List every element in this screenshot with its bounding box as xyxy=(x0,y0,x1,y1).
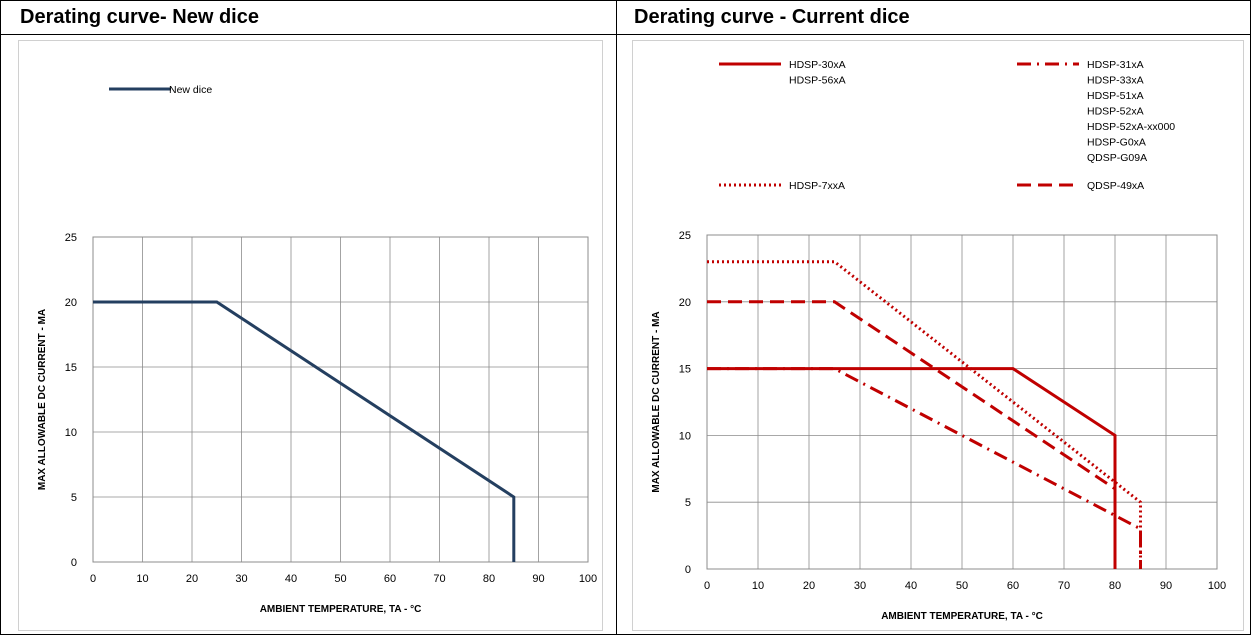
x-tick-label: 50 xyxy=(334,573,346,585)
series-line-qdsp-49xa xyxy=(707,300,1117,569)
legend-label: HDSP-G0xA xyxy=(1087,137,1146,149)
legend-label: HDSP-30xA xyxy=(789,59,846,71)
y-tick-label: 0 xyxy=(71,557,77,569)
x-tick-label: 40 xyxy=(905,580,917,592)
y-tick-label: 10 xyxy=(679,430,691,442)
x-tick-label: 100 xyxy=(579,573,597,585)
legend-label: HDSP-56xA xyxy=(789,75,846,87)
x-tick-label: 90 xyxy=(532,573,544,585)
x-tick-label: 100 xyxy=(1208,580,1226,592)
x-tick-label: 90 xyxy=(1160,580,1172,592)
legend-label: New dice xyxy=(169,84,212,96)
legend-label: HDSP-7xxA xyxy=(789,180,845,192)
x-tick-label: 10 xyxy=(136,573,148,585)
y-tick-label: 5 xyxy=(685,497,691,509)
x-tick-label: 10 xyxy=(752,580,764,592)
x-tick-label: 20 xyxy=(186,573,198,585)
y-tick-label: 15 xyxy=(679,364,691,376)
x-tick-label: 60 xyxy=(384,573,396,585)
y-tick-label: 25 xyxy=(679,230,691,242)
y-tick-label: 20 xyxy=(65,297,77,309)
x-tick-label: 50 xyxy=(956,580,968,592)
y-tick-label: 15 xyxy=(65,362,77,374)
header-row xyxy=(0,0,1251,35)
x-axis-title: AMBIENT TEMPERATURE, TA - °C xyxy=(260,604,422,615)
chart-new-dice-svg: 0 10 20 30 40 50 60 70 80 90 100 0 5 10 15 20 25 AMBIENT … xyxy=(37,84,597,615)
x-tick-label: 60 xyxy=(1007,580,1019,592)
x-tick-label: 70 xyxy=(1058,580,1070,592)
y-axis-title: MAX ALLOWABLE DC CURRENT - MA xyxy=(651,311,662,492)
y-tick-label: 20 xyxy=(679,297,691,309)
series-line-new-dice xyxy=(93,300,516,562)
legend-label: QDSP-49xA xyxy=(1087,180,1144,192)
x-tick-label: 0 xyxy=(704,580,710,592)
legend-label: HDSP-51xA xyxy=(1087,90,1144,102)
x-tick-label: 80 xyxy=(1109,580,1121,592)
x-tick-label: 20 xyxy=(803,580,815,592)
x-tick-label: 70 xyxy=(433,573,445,585)
chart-new-dice: 0 10 20 30 40 50 60 70 80 90 100 0 5 10 15 20 25 AMBIENT … xyxy=(18,40,603,631)
x-tick-label: 0 xyxy=(90,573,96,585)
chart-current-dice: 0 10 20 30 40 50 60 70 80 90 100 0 5 10 15 20 25 AMBIENT … xyxy=(632,40,1244,631)
y-tick-label: 25 xyxy=(65,232,77,244)
series-line-hdsp-31xa xyxy=(707,367,1142,569)
chart-current-dice-svg: 0 10 20 30 40 50 60 70 80 90 100 0 5 10 15 20 25 AMBIENT … xyxy=(651,59,1226,622)
series-line-hdsp-7xxa xyxy=(707,260,1142,569)
legend-label: HDSP-52xA-xx000 xyxy=(1087,121,1175,133)
series-line-hdsp-30xa xyxy=(707,367,1117,569)
column-divider xyxy=(616,0,617,635)
legend-label: QDSP-G09A xyxy=(1087,152,1147,164)
legend-label: HDSP-33xA xyxy=(1087,75,1144,87)
x-tick-label: 80 xyxy=(483,573,495,585)
legend-label: HDSP-52xA xyxy=(1087,106,1144,118)
y-tick-label: 10 xyxy=(65,427,77,439)
x-tick-label: 30 xyxy=(235,573,247,585)
x-tick-label: 30 xyxy=(854,580,866,592)
legend-label: HDSP-31xA xyxy=(1087,59,1144,71)
x-axis-title: AMBIENT TEMPERATURE, TA - °C xyxy=(881,611,1043,622)
x-tick-label: 40 xyxy=(285,573,297,585)
y-tick-label: 0 xyxy=(685,564,691,576)
y-axis-title: MAX ALLOWABLE DC CURRENT - MA xyxy=(37,309,48,490)
right-panel-title: Derating curve - Current dice xyxy=(634,6,910,28)
left-panel-title: Derating curve- New dice xyxy=(20,6,259,28)
y-tick-label: 5 xyxy=(71,492,77,504)
